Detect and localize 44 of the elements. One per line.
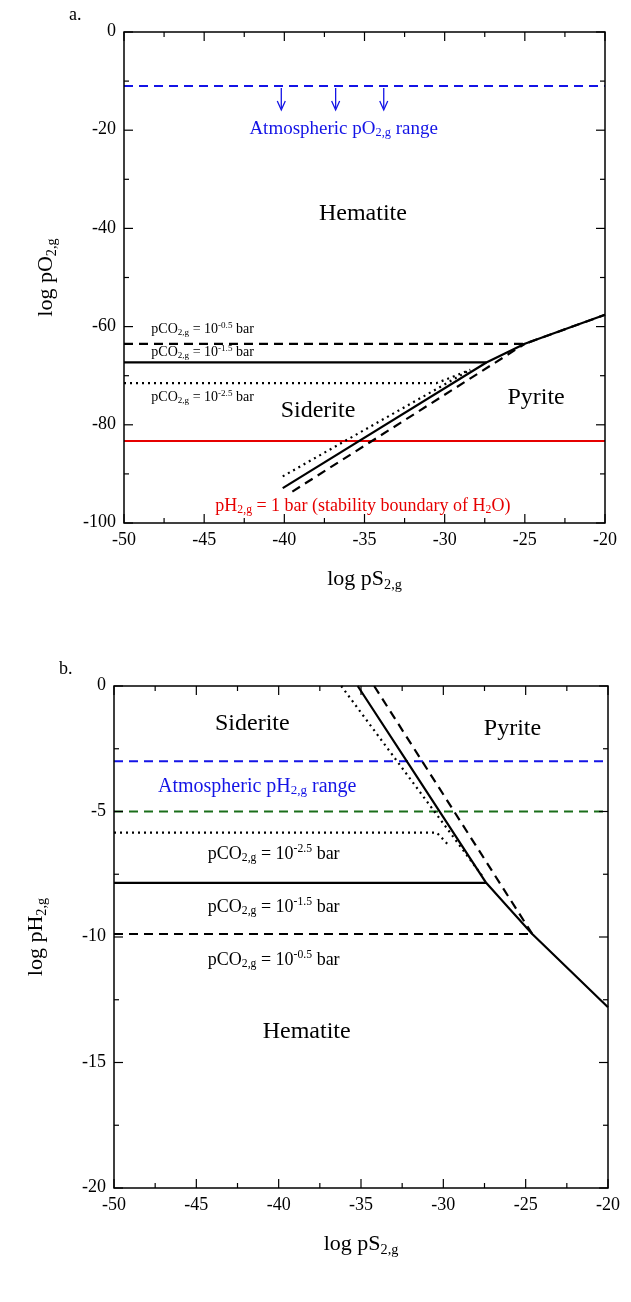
x-tick-label: -45 (184, 1194, 209, 1214)
x-tick-label: -30 (431, 1194, 456, 1214)
x-axis-title: log pS$_{2,g}$ (323, 1230, 399, 1258)
x-axis-title: log pS$_{2,g}$ (327, 565, 402, 593)
y-tick-label: -40 (92, 216, 116, 237)
annotation: pCO$_{2,g}$ = 10$^{-1.5}$ bar (151, 342, 255, 360)
annotation: Pyrite (507, 382, 565, 409)
x-tick-label: -20 (596, 1194, 620, 1214)
annotation: pH$_{2,g}$ = 1 bar (stability boundary of H$_{2}$O) (215, 495, 511, 517)
x-tick-label: -50 (112, 529, 136, 549)
y-tick-label: -80 (92, 412, 116, 433)
x-tick-label: -25 (513, 1194, 538, 1214)
y-tick-label: 0 (107, 20, 116, 41)
y-tick-label: -100 (83, 511, 116, 532)
y-tick-label: -20 (82, 1176, 106, 1197)
legend-label: Atmospheric pO$_{2,g}$ range (249, 117, 438, 140)
x-tick-label: -20 (593, 529, 617, 549)
annotation: pCO$_{2,g}$ = 10$^{-2.5}$ bar (207, 842, 340, 865)
x-tick-label: -45 (192, 529, 217, 549)
annotation: Hematite (318, 198, 407, 225)
y-tick-label: -5 (91, 799, 106, 820)
annotation: Pyrite (483, 713, 542, 740)
annotation: pCO$_{2,g}$ = 10$^{-1.5}$ bar (207, 895, 340, 918)
y-tick-label: -15 (82, 1050, 106, 1071)
x-tick-label: -25 (512, 529, 537, 549)
annotation: Hematite (262, 1016, 351, 1043)
annotation: pCO$_{2,g}$ = 10$^{-2.5}$ bar (151, 388, 255, 406)
ref-line-label: Atmospheric pH$_{2,g}$ range (158, 773, 357, 798)
y-tick-label: 0 (97, 674, 106, 695)
annotation: Siderite (214, 708, 290, 735)
y-tick-label: -20 (92, 118, 116, 139)
annotation: Siderite (280, 395, 356, 422)
chart-title: a. (69, 4, 82, 24)
x-tick-label: -35 (349, 1194, 373, 1214)
x-tick-label: -30 (432, 529, 457, 549)
x-tick-label: -50 (102, 1194, 126, 1214)
x-tick-label: -40 (272, 529, 297, 549)
chart-title: b. (59, 658, 73, 678)
y-tick-label: -60 (92, 314, 116, 335)
annotation: pCO$_{2,g}$ = 10$^{-0.5}$ bar (151, 319, 255, 337)
y-tick-label: -10 (82, 925, 106, 946)
x-tick-label: -35 (352, 529, 377, 549)
x-tick-label: -40 (266, 1194, 291, 1214)
annotation: pCO$_{2,g}$ = 10$^{-0.5}$ bar (207, 948, 340, 971)
